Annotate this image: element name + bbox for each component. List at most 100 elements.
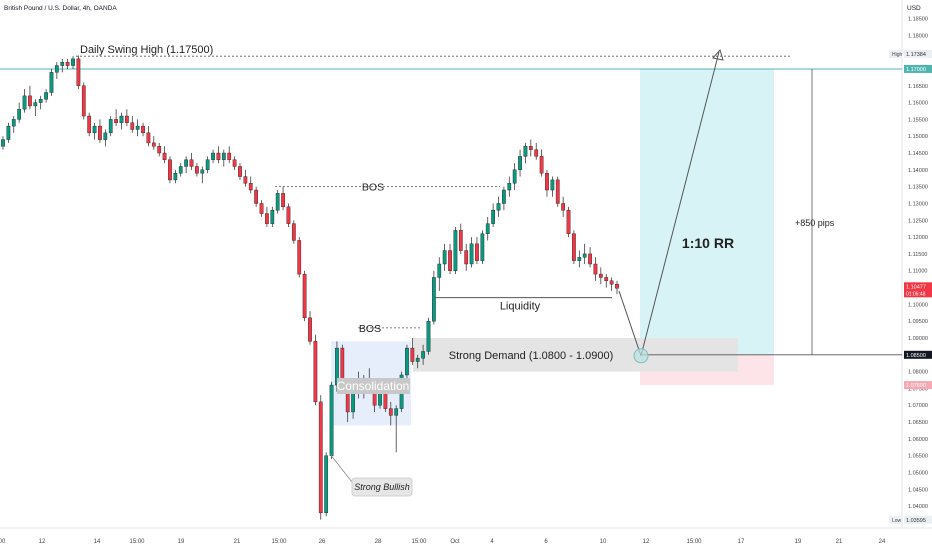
candle-body (383, 391, 388, 409)
candle-body (184, 159, 188, 167)
bos-label-lower: BOS (359, 323, 381, 335)
candle-body (588, 253, 592, 265)
candle-body (81, 85, 86, 117)
candle-body (286, 206, 291, 224)
candle-body (141, 125, 145, 134)
price-tick-label: 1.08000 (908, 370, 928, 376)
price-badges: High 1.17384 1.17000 1.10477 01:06:48 1.… (889, 50, 932, 524)
time-tick-label: 15:00 (271, 539, 287, 545)
candle-body (44, 92, 48, 100)
candle-body (577, 257, 582, 261)
level-value: 1.17000 (906, 67, 926, 73)
candle-body (205, 159, 210, 171)
candle-body (302, 273, 307, 319)
candle-body (238, 166, 242, 177)
candle-body (178, 166, 183, 174)
candle-body (98, 125, 102, 140)
candle-body (545, 172, 549, 191)
candle-body (6, 125, 11, 140)
time-tick-label: 14 (94, 539, 101, 545)
candle-body (49, 72, 54, 93)
time-tick-label: 15:00 (686, 539, 702, 545)
time-tick-label: 21 (836, 539, 843, 545)
candle-body (54, 65, 59, 73)
candle-body (308, 317, 312, 342)
candle-body (469, 243, 474, 265)
candle-body (168, 159, 172, 181)
candle-body (448, 250, 452, 271)
candle-body (442, 250, 447, 265)
time-tick-label: 15:00 (411, 539, 427, 545)
demand-label: Strong Demand (1.0800 - 1.0900) (449, 350, 614, 362)
candle-body (270, 209, 275, 224)
price-tick-label: 1.09000 (908, 336, 928, 342)
price-tick-label: 1.18000 (908, 33, 928, 39)
price-tick-label: 1.11000 (908, 269, 927, 275)
price-tick-label: 1.04000 (908, 504, 928, 510)
candle-body (480, 233, 485, 261)
candle-body (410, 347, 415, 362)
projection-path-down (618, 290, 642, 356)
candle-body (609, 280, 614, 285)
low-label: Low (892, 518, 902, 524)
candle-body (87, 115, 92, 134)
time-tick-label: 15:00 (129, 539, 145, 545)
candle-body (432, 277, 436, 322)
candle-body (458, 230, 463, 251)
candle-body (195, 166, 199, 174)
high-label: High (892, 52, 903, 58)
profit-target-zone (640, 68, 774, 355)
candle-body (146, 132, 151, 144)
time-tick-label: Oct (450, 539, 460, 545)
candle-body (76, 58, 81, 86)
price-tick-label: 1.12000 (908, 235, 928, 241)
candle-body (539, 156, 544, 174)
candle-body (173, 172, 178, 181)
candle-body (329, 384, 334, 456)
candle-body (119, 115, 124, 123)
candle-body (125, 115, 129, 123)
time-tick-label: 17 (738, 539, 745, 545)
candlestick-series (1, 55, 619, 520)
candle-body (11, 119, 16, 127)
liquidity-label: Liquidity (500, 301, 541, 313)
candle-body (265, 213, 269, 224)
time-tick-label: 10 (600, 539, 607, 545)
time-tick-label: 00 (0, 539, 6, 545)
candle-body (512, 169, 517, 184)
stop-price: 1.07600 (906, 383, 926, 389)
candle-body (604, 277, 609, 282)
time-tick-label: 21 (234, 539, 241, 545)
price-tick-label: 1.13500 (908, 185, 928, 191)
time-tick-label: 12 (643, 539, 650, 545)
candle-body (216, 152, 221, 160)
candle-body (243, 176, 248, 184)
low-value: 1.03595 (906, 518, 926, 524)
candle-body (523, 146, 528, 157)
time-tick-label: 6 (544, 539, 548, 545)
candle-body (421, 351, 425, 359)
pips-label: +850 pips (795, 218, 835, 228)
price-tick-label: 1.05500 (908, 454, 928, 460)
bar-countdown: 01:06:48 (906, 291, 926, 297)
strong-bullish-label: Strong Bullish (354, 482, 410, 492)
price-tick-label: 1.18500 (908, 16, 928, 22)
candle-body (38, 99, 43, 103)
candle-body (518, 156, 522, 171)
time-axis-ticks: 00 12 14 15:00 19 21 15:00 26 28 15:00 Oct 4 6 10 12 15… (0, 539, 886, 545)
price-tick-label: 1.14000 (908, 168, 928, 174)
current-price: 1.10477 (906, 284, 926, 290)
candle-body (572, 233, 576, 261)
price-tick-label: 1.10000 (908, 302, 928, 308)
candle-body (259, 203, 264, 214)
candle-body (232, 159, 237, 167)
candle-body (275, 193, 280, 211)
price-tick-label: 1.09500 (908, 319, 928, 325)
candle-body (162, 152, 167, 160)
price-tick-label: 1.13000 (908, 201, 928, 207)
candle-body (615, 283, 619, 289)
price-tick-label: 1.07500 (908, 386, 928, 392)
high-value: 1.17384 (906, 52, 926, 58)
candle-body (485, 223, 490, 234)
